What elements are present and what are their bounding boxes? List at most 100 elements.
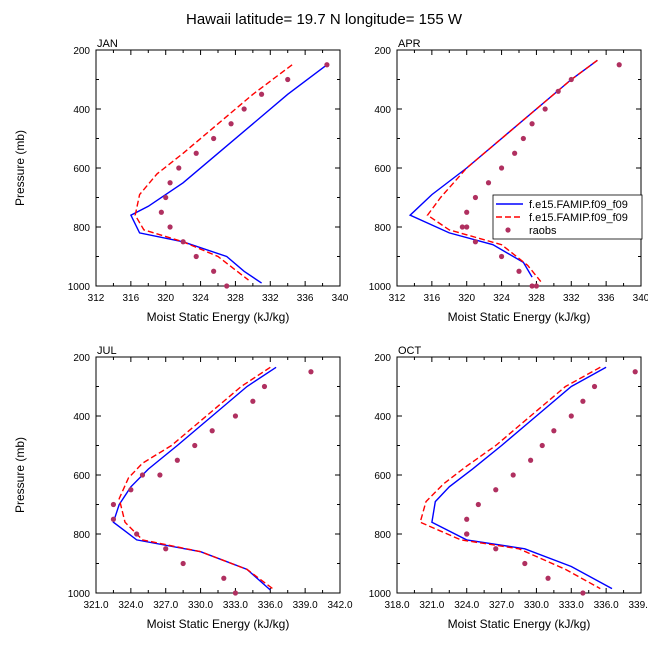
panel-jan: JAN 312 316 320 324 328 332 336 340 200 400 600 800 1… — [13, 38, 349, 324]
x-tick-label: 328 — [227, 293, 244, 304]
plot-frame — [95, 49, 341, 287]
raobs-point — [522, 560, 528, 567]
x-tick-label: 330.0 — [524, 600, 549, 611]
panel-label: JUL — [97, 345, 117, 357]
raobs-point — [520, 135, 526, 142]
y-axis-title: Pressure (mb) — [13, 130, 27, 206]
raobs-point — [498, 165, 505, 171]
series-line-dashed — [118, 366, 274, 590]
y-tick-label: 1000 — [68, 589, 91, 600]
raobs-point — [464, 516, 470, 522]
x-axis-title: Moist Static Energy (kJ/kg) — [448, 310, 591, 324]
x-tick-label: 320 — [157, 293, 174, 304]
y-tick-label: 1000 — [68, 282, 91, 293]
x-tick-label: 336.0 — [258, 600, 283, 611]
raobs-point — [211, 135, 217, 142]
raobs-point — [568, 76, 574, 83]
raobs-point — [167, 180, 173, 186]
panel-apr: APR 312 316 320 324 328 332 336 340 200 400 600 800 1… — [369, 38, 648, 324]
series-line-dashed — [134, 64, 293, 281]
raobs-point — [224, 283, 230, 289]
raobs-point — [250, 398, 256, 404]
raobs-point — [193, 150, 199, 156]
legend-label: raobs — [529, 225, 557, 237]
y-tick-label: 600 — [73, 471, 90, 482]
x-axis-title: Moist Static Energy (kJ/kg) — [448, 617, 591, 631]
raobs-point — [232, 413, 239, 419]
x-tick-label: 336.0 — [594, 600, 619, 611]
raobs-point — [180, 560, 186, 567]
raobs-point — [308, 369, 314, 375]
y-tick-label: 400 — [374, 412, 391, 423]
panel-label: APR — [398, 38, 421, 50]
series-line-dashed — [419, 366, 601, 590]
raobs-point — [493, 487, 499, 493]
x-tick-label: 336 — [598, 293, 615, 304]
x-tick-label: 324 — [192, 293, 209, 304]
y-tick-label: 200 — [374, 353, 391, 364]
series-line-solid — [129, 64, 328, 284]
x-tick-label: 324.0 — [118, 600, 143, 611]
y-tick-label: 1000 — [369, 282, 392, 293]
x-tick-label: 339.0 — [628, 600, 648, 611]
raobs-point — [528, 457, 534, 463]
raobs-point — [163, 194, 169, 201]
raobs-point — [568, 413, 574, 419]
y-tick-label: 800 — [73, 223, 90, 234]
raobs-point — [110, 501, 117, 508]
legend: f.e15.FAMIP.f09_f09f.e15.FAMIP.f09_f09ra… — [492, 194, 643, 240]
x-tick-label: 342.0 — [327, 600, 352, 611]
x-tick-label: 327.0 — [489, 600, 514, 611]
raobs-point — [580, 398, 586, 404]
series-line-dashed — [426, 59, 598, 283]
y-tick-label: 800 — [73, 530, 90, 541]
y-tick-label: 600 — [73, 164, 90, 175]
plot-frame — [396, 356, 642, 594]
raobs-point — [459, 224, 465, 230]
legend-label: f.e15.FAMIP.f09_f09 — [529, 212, 628, 224]
raobs-point — [209, 428, 215, 434]
raobs-point — [551, 428, 557, 434]
figure-title: Hawaii latitude= 19.7 N longitude= 155 W — [186, 11, 463, 28]
raobs-point — [134, 531, 140, 537]
raobs-point — [545, 575, 551, 581]
x-tick-label: 321.0 — [419, 600, 444, 611]
panel-jul: JUL 321.0 324.0 327.0 330.0 333.0 336.0 339.0 34… — [13, 345, 353, 631]
raobs-point — [128, 487, 134, 493]
x-axis-title: Moist Static Energy (kJ/kg) — [147, 617, 290, 631]
y-tick-label: 400 — [73, 412, 90, 423]
legend-marker-raobs — [505, 227, 511, 233]
x-tick-label: 321.0 — [83, 600, 108, 611]
raobs-point — [464, 531, 470, 537]
raobs-point — [472, 239, 479, 245]
raobs-point — [261, 383, 268, 390]
x-tick-label: 318.0 — [384, 600, 409, 611]
series-line-solid — [408, 59, 598, 278]
x-tick-label: 340 — [633, 293, 648, 304]
y-tick-label: 600 — [374, 471, 391, 482]
panels: JAN 312 316 320 324 328 332 336 340 200 400 600 800 1… — [13, 38, 648, 631]
raobs-point — [285, 76, 291, 83]
raobs-point — [192, 442, 198, 449]
x-tick-label: 330.0 — [188, 600, 213, 611]
panel-label: JAN — [97, 38, 118, 50]
raobs-point — [110, 516, 117, 522]
x-tick-label: 327.0 — [153, 600, 178, 611]
y-axis-title: Pressure (mb) — [13, 437, 27, 513]
x-tick-label: 324 — [493, 293, 510, 304]
series-line-solid — [431, 366, 613, 590]
raobs-point — [542, 106, 548, 112]
raobs-point — [228, 121, 234, 127]
plot-frame — [396, 49, 642, 287]
raobs-point — [158, 209, 164, 215]
x-tick-label: 316 — [424, 293, 441, 304]
raobs-point — [241, 106, 247, 112]
x-tick-label: 328 — [528, 293, 545, 304]
x-tick-label: 336 — [297, 293, 314, 304]
x-tick-label: 316 — [123, 293, 140, 304]
raobs-point — [176, 165, 182, 171]
raobs-point — [493, 546, 499, 552]
raobs-point — [516, 268, 522, 274]
y-tick-label: 800 — [374, 530, 391, 541]
